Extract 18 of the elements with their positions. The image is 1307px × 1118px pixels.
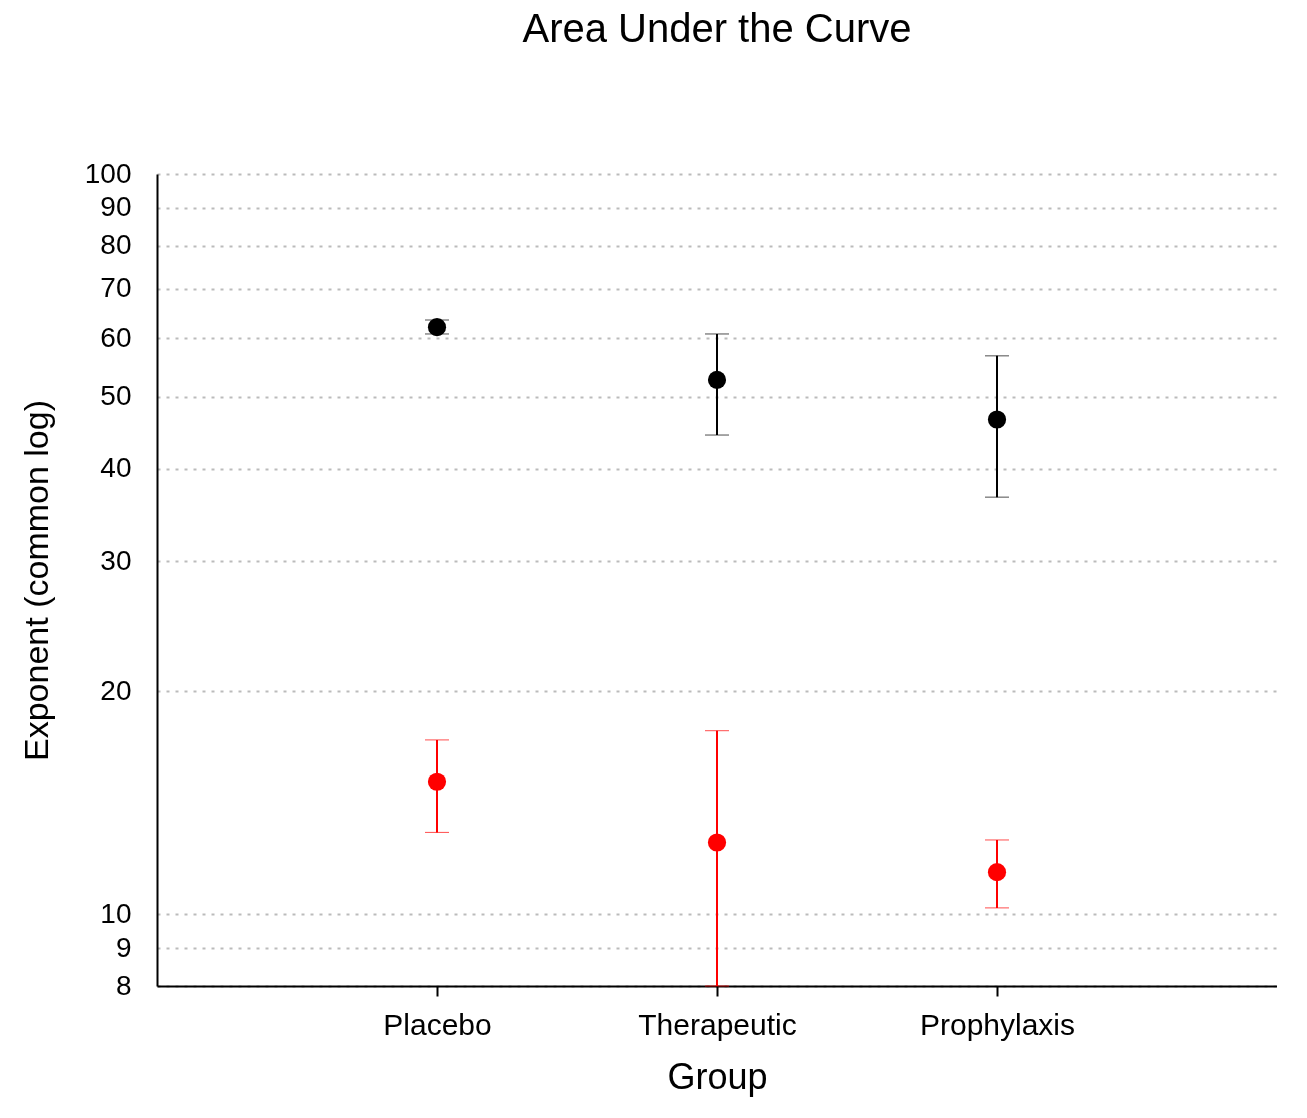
y-tick-label: 70 — [100, 272, 132, 304]
x-axis-title: Group — [667, 1055, 768, 1097]
y-tick-label: 30 — [100, 544, 132, 576]
y-tick-label: 50 — [100, 380, 132, 412]
y-tick-label: 40 — [100, 452, 132, 484]
y-tick-label: 80 — [100, 229, 132, 261]
y-tick-label: 60 — [100, 321, 132, 353]
x-tick-label: Therapeutic — [638, 1007, 797, 1041]
chart-title: Area Under the Curve — [522, 6, 912, 50]
y-axis-title: Exponent (common log) — [16, 400, 55, 761]
y-tick-label: 8 — [115, 969, 132, 1001]
y-tick-label: 9 — [115, 931, 132, 963]
y-tick-label: 90 — [100, 191, 132, 223]
y-tick-label: 100 — [84, 157, 132, 189]
x-tick-label: Placebo — [383, 1007, 492, 1041]
x-tick-label: Prophylaxis — [919, 1007, 1076, 1041]
y-tick-label: 20 — [100, 674, 132, 706]
y-tick-label: 10 — [100, 897, 132, 929]
